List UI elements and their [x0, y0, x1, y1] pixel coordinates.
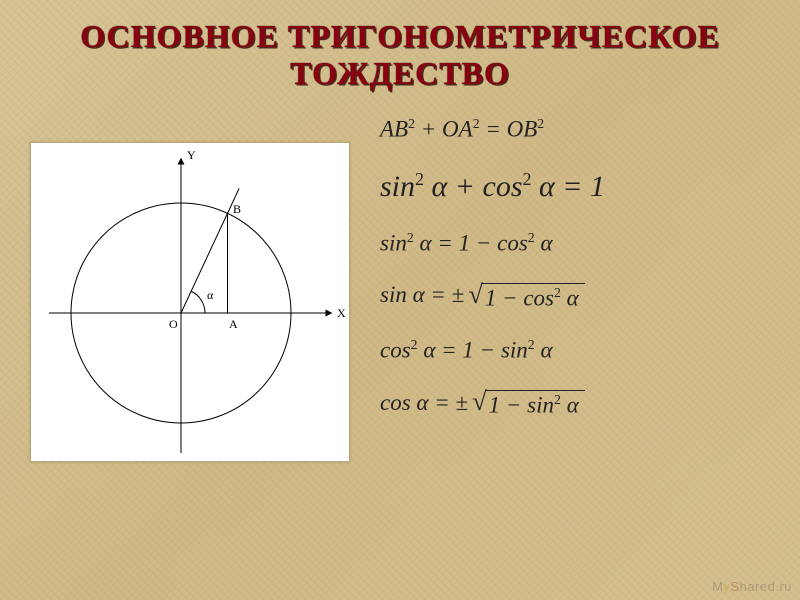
formula-cos2: cos2 α = 1 − sin2 α: [380, 337, 770, 364]
svg-text:B: B: [233, 202, 241, 216]
title-line-1: ОСНОВНОЕ ТРИГОНОМЕТРИЧЕСКОЕ: [80, 18, 720, 55]
formula-sin2: sin2 α = 1 − cos2 α: [380, 230, 770, 257]
formula-cos: cos α = ±√1 − sin2 α: [380, 390, 770, 419]
formula-pyth: AB2 + OA2 = OB2: [380, 116, 770, 143]
unit-circle-diagram: X Yα O A B: [30, 142, 350, 462]
svg-text:Y: Y: [187, 148, 196, 162]
svg-text:α: α: [207, 288, 214, 302]
svg-text:O: O: [169, 317, 178, 331]
svg-text:A: A: [229, 317, 238, 331]
diagram-svg: X Yα O A B: [31, 143, 351, 463]
content-row: X Yα O A B AB2 + OA2 = OB2 sin2 α + cos2 α = …: [0, 104, 800, 462]
watermark-part: S: [730, 579, 739, 594]
watermark: MyShared.ru: [712, 579, 792, 594]
title-line-2: ТОЖДЕСТВО: [290, 55, 510, 92]
formula-sin: sin α = ±√1 − cos2 α: [380, 282, 770, 311]
slide-title: ОСНОВНОЕ ТРИГОНОМЕТРИЧЕСКОЕ ТОЖДЕСТВО: [0, 0, 800, 104]
formulas-column: AB2 + OA2 = OB2 sin2 α + cos2 α = 1 sin2 α…: [380, 112, 770, 418]
formula-identity: sin2 α + cos2 α = 1: [380, 169, 770, 204]
watermark-part: hared.ru: [740, 579, 792, 594]
svg-text:X: X: [337, 306, 346, 320]
watermark-part: M: [712, 579, 723, 594]
